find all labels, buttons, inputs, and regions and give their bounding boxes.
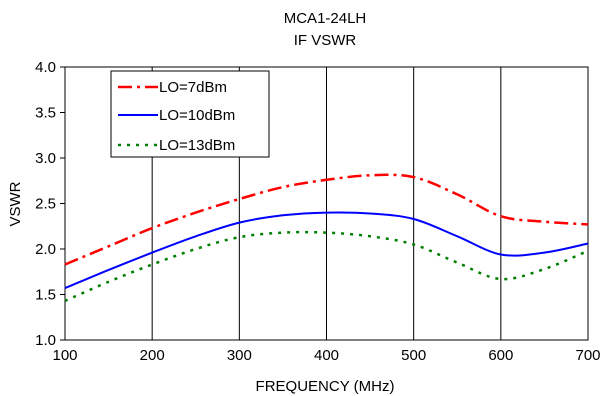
x-tick-label-400: 400 bbox=[314, 347, 339, 364]
legend-label-lo-10dbm: LO=10dBm bbox=[159, 107, 235, 124]
chart-title: MCA1-24LH bbox=[284, 10, 367, 27]
y-tick-label-3-5: 3.5 bbox=[35, 105, 56, 122]
y-tick-label-4-0: 4.0 bbox=[35, 59, 56, 76]
y-tick-label-1-5: 1.5 bbox=[35, 287, 56, 304]
x-tick-label-600: 600 bbox=[488, 347, 513, 364]
y-tick-label-2-0: 2.0 bbox=[35, 241, 56, 258]
x-tick-label-200: 200 bbox=[140, 347, 165, 364]
legend-label-lo-7dbm: LO=7dBm bbox=[159, 79, 227, 96]
x-tick-label-300: 300 bbox=[227, 347, 252, 364]
x-axis-label: FREQUENCY (MHz) bbox=[256, 378, 395, 395]
y-tick-label-1-0: 1.0 bbox=[35, 332, 56, 349]
y-tick-label-3-0: 3.0 bbox=[35, 150, 56, 167]
series-line-lo-10dbm bbox=[64, 211, 589, 290]
y-tick-label-2-5: 2.5 bbox=[35, 196, 56, 213]
y-axis-ticks: 1.0 1.5 2.0 2.5 3.0 3.5 4.0 bbox=[35, 59, 65, 349]
y-axis-label: VSWR bbox=[7, 181, 24, 226]
x-axis-ticks: 100 200 300 400 500 600 700 bbox=[52, 347, 600, 364]
x-tick-label-700: 700 bbox=[575, 347, 600, 364]
legend: LO=7dBm LO=10dBm LO=13dBm bbox=[110, 70, 270, 158]
series-line-lo-7dbm bbox=[64, 173, 589, 266]
x-tick-label-500: 500 bbox=[401, 347, 426, 364]
chart-subtitle: IF VSWR bbox=[294, 32, 357, 49]
legend-label-lo-13dbm: LO=13dBm bbox=[159, 137, 235, 154]
x-tick-label-100: 100 bbox=[52, 347, 77, 364]
series-layer bbox=[64, 173, 589, 303]
